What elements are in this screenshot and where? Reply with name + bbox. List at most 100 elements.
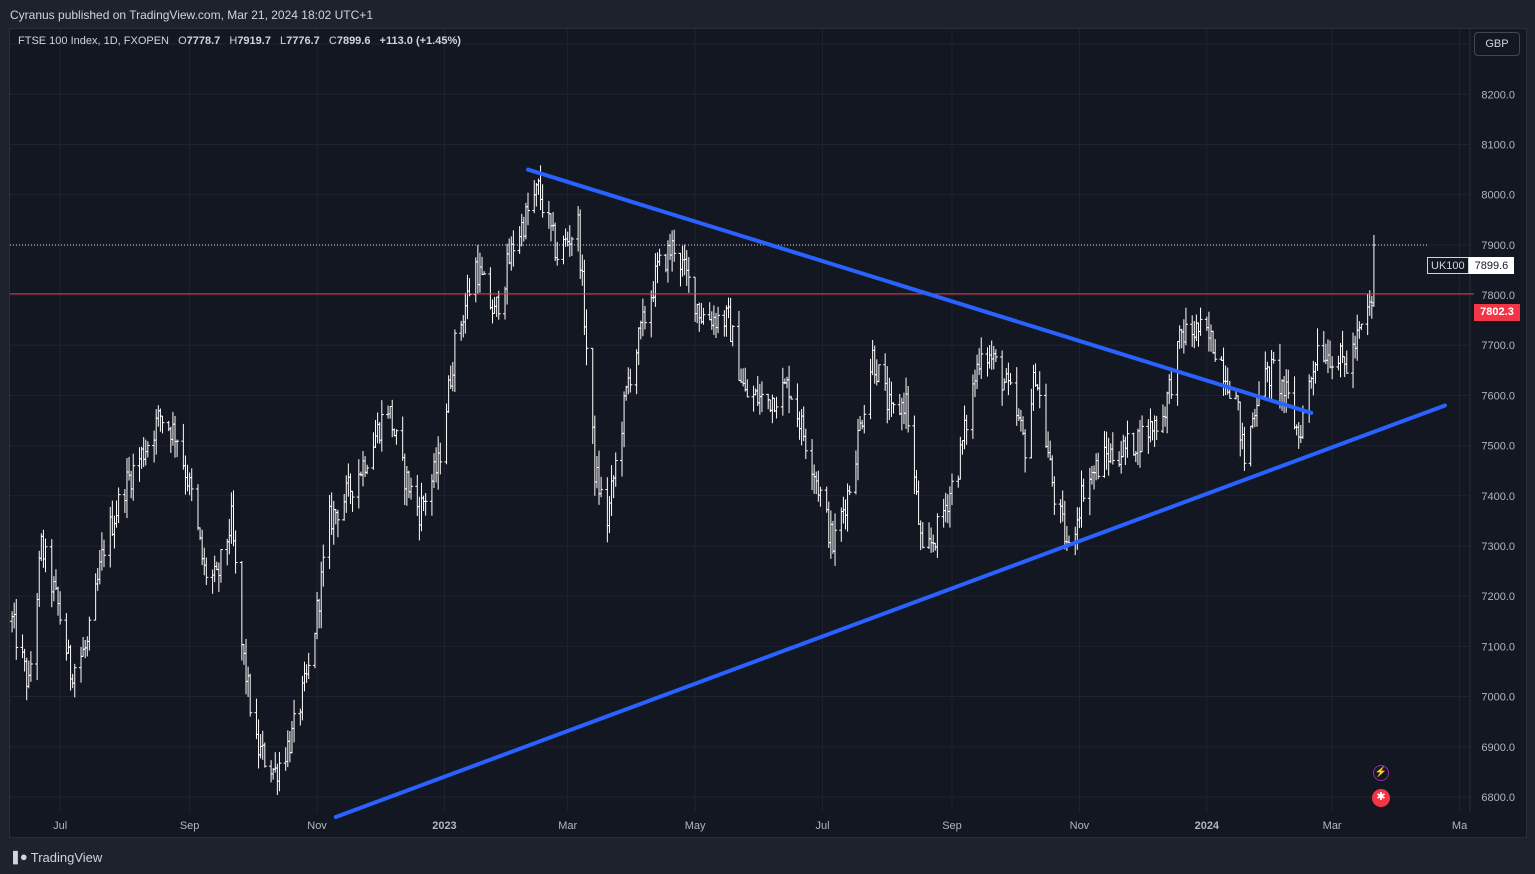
ohlc-bar (312, 632, 317, 669)
ohlc-bar (1089, 465, 1094, 485)
ohlc-bar (613, 452, 618, 487)
uk-flag-icon[interactable]: ✱ (1372, 789, 1390, 807)
ohlc-bar (950, 473, 955, 506)
ohlc-bar (716, 306, 721, 334)
ohlc-bar (225, 538, 230, 566)
horizontal-levels (10, 244, 1474, 295)
tradingview-mark-icon: ❚● (10, 849, 28, 864)
ohlc-bar (22, 648, 27, 672)
ohlc-bar (218, 549, 223, 583)
ohlc-bar (1135, 428, 1140, 466)
ohlc-bar (1060, 490, 1065, 522)
ohlc-bar (599, 476, 604, 498)
ohlc-bar (565, 231, 570, 247)
ohlc-bar (592, 415, 597, 496)
ohlc-bar (1016, 408, 1021, 422)
ohlc-bar (79, 646, 84, 683)
y-tick-label: 7600.0 (1481, 390, 1515, 402)
ohlc-bar (1250, 412, 1255, 429)
ohlc-bar (868, 358, 873, 420)
ohlc-bar (181, 423, 186, 470)
ohlc-bar (906, 385, 911, 433)
ohlc-bar (680, 245, 685, 277)
legend-high-key: H (229, 35, 238, 47)
ohlc-bar (262, 742, 267, 768)
ohlc-bar (1323, 343, 1328, 365)
ohlc-bar (175, 439, 180, 458)
ohlc-bar (580, 254, 585, 286)
currency-button[interactable]: GBP (1474, 32, 1520, 56)
ohlc-bar (730, 325, 735, 347)
ohlc-bar (904, 377, 909, 429)
ohlc-bar (1330, 356, 1335, 380)
ohlc-bar (985, 347, 990, 377)
ohlc-bar (28, 651, 33, 682)
ohlc-bar (624, 385, 629, 401)
ohlc-bar (200, 529, 205, 566)
lightning-icon[interactable]: ⚡ (1373, 765, 1389, 781)
ohlc-bar (386, 405, 391, 419)
ohlc-bar (1104, 431, 1109, 470)
ohlc-bar (1227, 380, 1232, 399)
ohlc-bar (1079, 470, 1084, 528)
ohlc-bar (438, 442, 443, 475)
ohlc-bar (1123, 436, 1128, 466)
ohlc-bar (993, 349, 998, 363)
ohlc-bar (1365, 293, 1370, 336)
ohlc-bar (578, 209, 583, 280)
ohlc-bar (885, 366, 890, 424)
ohlc-bar (927, 522, 932, 549)
ohlc-bar (212, 555, 217, 583)
ohlc-bar (1169, 370, 1174, 399)
ohlc-bar (517, 226, 522, 254)
ohlc-bar (432, 453, 437, 489)
tradingview-logo[interactable]: ❚● TradingView (10, 849, 102, 865)
ohlc-bar (935, 513, 940, 558)
ohlc-bar (751, 385, 756, 412)
ohlc-bar (553, 222, 558, 262)
ohlc-bar (943, 492, 948, 523)
ohlc-bar (799, 408, 804, 446)
ohlc-bar (229, 492, 234, 544)
ohlc-bar (699, 302, 704, 324)
ohlc-bar (1106, 437, 1111, 476)
ohlc-bar (979, 337, 984, 379)
ohlc-bar (360, 450, 365, 487)
x-tick-label: Mar (558, 820, 577, 832)
ohlc-bar (755, 376, 760, 407)
x-tick-label: 2024 (1195, 820, 1220, 832)
ohlc-bar (1225, 367, 1230, 395)
ohlc-bar (421, 495, 426, 511)
ohlc-bar (991, 346, 996, 370)
ohlc-bar (166, 420, 171, 432)
ohlc-bar (1296, 422, 1301, 449)
ascending-trendline (333, 403, 1447, 820)
ohlc-bar (772, 397, 777, 413)
ohlc-bar (492, 297, 497, 314)
ohlc-bar (1167, 374, 1172, 405)
ohlc-bar (317, 598, 322, 629)
ohlc-bar (1254, 396, 1259, 427)
y-tick-label: 7800.0 (1481, 290, 1515, 302)
ohlc-bar (1192, 320, 1197, 349)
ohlc-bar (503, 286, 508, 320)
ohlc-bar (1043, 383, 1048, 448)
ohlc-bar (56, 586, 61, 616)
ohlc-bar (1002, 378, 1007, 391)
chart-pane[interactable] (9, 28, 1527, 838)
ohlc-bar (787, 365, 792, 414)
y-tick-label: 7500.0 (1481, 441, 1515, 453)
ohlc-bar (241, 644, 246, 665)
ohlc-bar (379, 400, 384, 452)
ohlc-bar (289, 720, 294, 754)
ohlc-bar (962, 405, 967, 450)
ohlc-bar (1031, 364, 1036, 411)
ohlc-bar (1062, 500, 1067, 550)
ohlc-bar (423, 493, 428, 516)
ohlc-bar (774, 396, 779, 419)
footer-bar (0, 838, 1535, 874)
y-tick-label: 8200.0 (1481, 89, 1515, 101)
legend-low-key: L (280, 35, 287, 47)
ohlc-bar (655, 252, 660, 284)
